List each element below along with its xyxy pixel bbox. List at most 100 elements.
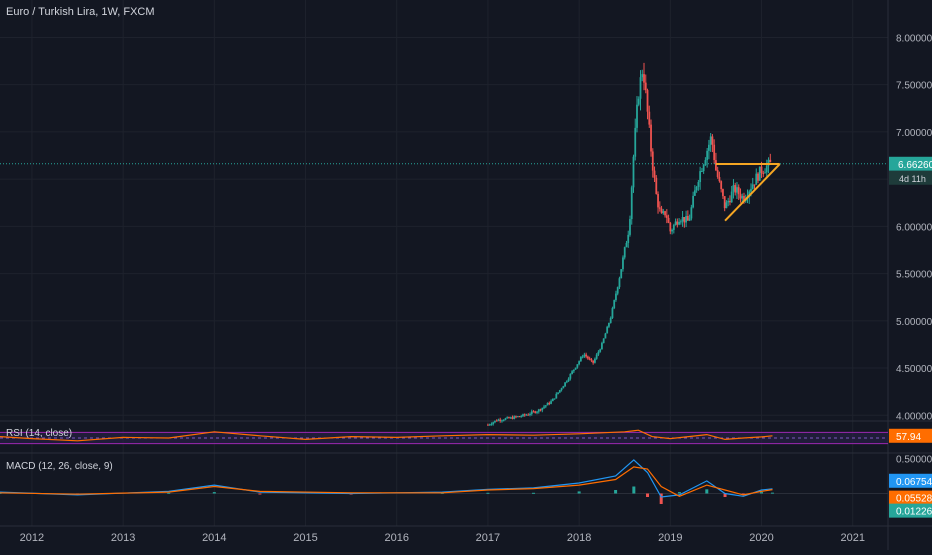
macd-histogram-bar-8: [532, 492, 536, 494]
candle-body-33: [544, 405, 547, 407]
macd-tag-0: [889, 473, 932, 488]
candle-body-32: [543, 406, 545, 408]
candle-body-81: [629, 219, 631, 235]
candle-body-99: [660, 208, 663, 214]
candle-body-84: [634, 127, 637, 157]
countdown-tag-text: 4d 11h: [899, 174, 926, 184]
candle-body-109: [678, 221, 680, 225]
candle-body-27: [534, 411, 537, 413]
candle-body-24: [529, 413, 531, 415]
candle-body-6: [497, 419, 500, 421]
candle-body-97: [657, 193, 659, 208]
macd-tag-text-0: 0.06754: [896, 477, 932, 488]
candle-body-72: [613, 300, 616, 309]
candle-body-0: [487, 424, 489, 426]
candle-body-85: [636, 104, 638, 128]
candle-body-8: [501, 420, 503, 422]
candle-body-4: [494, 420, 496, 423]
macd-histogram-bar-10: [614, 490, 618, 494]
candle-body-98: [658, 207, 661, 209]
candle-body-155: [758, 166, 761, 181]
candle-body-55: [583, 354, 586, 357]
candle-body-22: [525, 414, 528, 416]
candle-body-19: [520, 416, 523, 418]
candle-body-110: [679, 221, 682, 223]
candle-body-161: [769, 159, 772, 163]
candle-body-158: [764, 172, 766, 174]
candle-body-157: [762, 172, 765, 174]
candle-body-154: [757, 173, 759, 181]
y-tick-7.00000: 7.00000: [896, 128, 932, 139]
x-tick-2018: 2018: [567, 532, 591, 544]
candle-body-87: [639, 77, 642, 99]
candle-body-123: [702, 165, 705, 172]
candle-body-15: [513, 416, 516, 419]
candle-body-28: [536, 411, 538, 413]
candle-body-145: [741, 196, 744, 199]
candle-body-135: [723, 196, 726, 209]
countdown-tag: [889, 170, 932, 185]
macd-histogram-bar-17: [741, 493, 745, 495]
y-tick-8.00000: 8.00000: [896, 33, 932, 44]
candle-body-136: [725, 202, 728, 209]
macd-histogram-bar-19: [770, 492, 774, 494]
candle-body-138: [729, 200, 731, 203]
candle-body-122: [700, 171, 703, 173]
candle-body-102: [665, 215, 668, 218]
candle-body-17: [516, 416, 519, 418]
macd-histogram-bar-3: [212, 492, 216, 494]
candle-body-41: [558, 390, 561, 393]
candle-body-10: [504, 418, 507, 420]
candle-body-1: [488, 424, 491, 426]
candle-body-116: [690, 207, 693, 219]
candle-body-21: [523, 414, 526, 416]
macd-histogram-bar-9: [577, 491, 581, 494]
candle-body-128: [711, 136, 714, 145]
macd-histogram-bar-18: [760, 492, 764, 494]
candle-body-104: [669, 222, 672, 232]
rsi-value-tag-text: 57.94: [896, 432, 921, 443]
last-price-tag-text: 6.66260: [898, 160, 932, 171]
candle-body-126: [708, 144, 710, 151]
candle-body-73: [615, 293, 617, 301]
candle-body-134: [722, 189, 724, 197]
candle-body-60: [592, 360, 595, 363]
candle-body-11: [506, 417, 509, 419]
candle-body-120: [697, 182, 700, 187]
last-price-tag: [889, 156, 932, 171]
candle-body-149: [748, 191, 751, 197]
candle-body-106: [672, 225, 675, 230]
candle-body-57: [586, 356, 589, 359]
candle-body-29: [537, 409, 540, 412]
candle-body-23: [527, 414, 530, 416]
candle-body-76: [620, 269, 623, 279]
candle-body-56: [585, 354, 588, 357]
macd-histogram-bar-11: [632, 486, 636, 494]
candle-body-86: [637, 98, 640, 105]
candle-body-69: [608, 322, 610, 327]
candle-body-115: [688, 218, 691, 221]
candle-body-54: [581, 356, 584, 358]
x-tick-2020: 2020: [749, 532, 773, 544]
x-tick-2015: 2015: [293, 532, 317, 544]
candle-body-70: [609, 318, 612, 323]
macd-histogram-bar-13: [659, 493, 663, 504]
candle-body-142: [736, 187, 738, 193]
candle-body-78: [623, 247, 626, 258]
candle-body-125: [706, 150, 709, 161]
candle-body-118: [693, 190, 696, 196]
candle-body-112: [683, 217, 686, 223]
candle-body-117: [692, 195, 695, 208]
candle-body-3: [492, 422, 495, 425]
candle-body-152: [753, 184, 756, 186]
candle-body-5: [495, 420, 498, 422]
candle-body-146: [743, 196, 745, 202]
candle-body-30: [539, 409, 542, 411]
candle-body-88: [641, 74, 644, 78]
candle-body-53: [579, 357, 582, 362]
macd-histogram-bar-16: [723, 493, 727, 497]
candle-body-34: [546, 402, 549, 406]
triangle-trendline: [724, 163, 781, 222]
